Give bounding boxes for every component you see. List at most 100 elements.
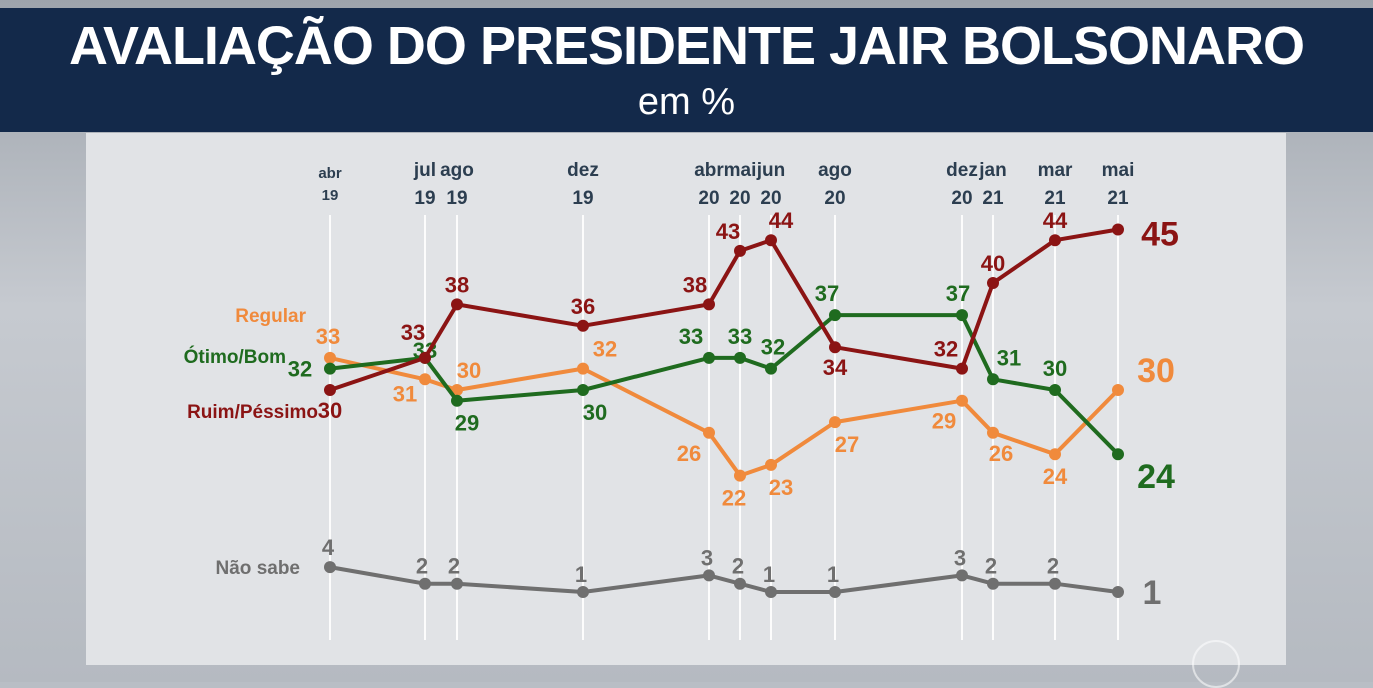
- data-label-nao-sabe-11: 1: [1143, 574, 1162, 612]
- data-point-ruim-pessimo-9: [987, 277, 999, 289]
- data-label-ruim-pessimo-11: 45: [1141, 216, 1179, 254]
- data-point-otimo-bom-6: [765, 362, 777, 375]
- data-point-regular-2: [451, 384, 463, 396]
- data-point-ruim-pessimo-2: [451, 298, 463, 311]
- data-label-nao-sabe-9: 2: [985, 554, 997, 579]
- data-point-ruim-pessimo-0: [324, 384, 336, 396]
- data-point-nao-sabe-1: [419, 577, 431, 590]
- data-point-otimo-bom-3: [577, 384, 589, 396]
- data-label-otimo-bom-4: 33: [679, 324, 703, 349]
- data-point-otimo-bom-2: [451, 394, 463, 407]
- data-label-regular-10: 24: [1043, 464, 1068, 489]
- data-label-ruim-pessimo-0: 30: [318, 398, 342, 423]
- tick-label-month-2: ago: [440, 160, 474, 181]
- data-label-ruim-pessimo-9: 40: [981, 251, 1005, 276]
- data-point-nao-sabe-9: [987, 577, 999, 590]
- data-point-regular-7: [829, 416, 841, 429]
- data-point-otimo-bom-0: [324, 362, 336, 375]
- data-point-ruim-pessimo-7: [829, 341, 841, 354]
- data-point-ruim-pessimo-6: [765, 234, 777, 247]
- data-label-nao-sabe-6: 1: [763, 562, 775, 587]
- data-label-otimo-bom-0: 32: [288, 357, 312, 382]
- data-point-regular-9: [987, 426, 999, 439]
- data-label-nao-sabe-4: 3: [701, 545, 713, 570]
- data-label-nao-sabe-10: 2: [1047, 554, 1059, 579]
- data-point-ruim-pessimo-4: [703, 298, 715, 311]
- data-point-nao-sabe-0: [324, 561, 336, 574]
- data-label-ruim-pessimo-5: 43: [716, 219, 740, 244]
- data-point-otimo-bom-9: [987, 373, 999, 386]
- data-point-regular-3: [577, 362, 589, 375]
- data-label-otimo-bom-9: 31: [997, 345, 1021, 370]
- tick-label-month-0: abr: [318, 165, 342, 182]
- data-label-otimo-bom-3: 30: [583, 400, 607, 425]
- tick-label-month-7: ago: [818, 160, 852, 181]
- data-label-ruim-pessimo-1: 33: [401, 320, 425, 345]
- data-point-regular-8: [956, 394, 968, 407]
- data-label-nao-sabe-5: 2: [732, 554, 744, 579]
- data-label-nao-sabe-2: 2: [448, 554, 460, 579]
- data-point-regular-1: [419, 373, 431, 386]
- data-point-regular-10: [1049, 448, 1061, 461]
- data-point-otimo-bom-10: [1049, 384, 1061, 396]
- tick-label-month-6: jun: [756, 160, 786, 181]
- data-point-nao-sabe-11: [1112, 586, 1124, 598]
- data-label-regular-6: 23: [769, 475, 793, 500]
- tick-label-year-7: 20: [824, 188, 845, 209]
- data-point-otimo-bom-4: [703, 351, 715, 364]
- data-point-otimo-bom-8: [956, 309, 968, 322]
- tick-label-month-11: mai: [1102, 160, 1135, 181]
- data-label-ruim-pessimo-2: 38: [445, 272, 469, 297]
- data-label-regular-9: 26: [989, 441, 1013, 466]
- data-point-otimo-bom-11: [1112, 448, 1124, 461]
- legend-label-nao-sabe: Não sabe: [216, 558, 300, 579]
- data-point-regular-5: [734, 469, 746, 482]
- page-title: AVALIAÇÃO DO PRESIDENTE JAIR BOLSONARO: [68, 16, 1305, 76]
- data-label-regular-7: 27: [835, 432, 859, 457]
- data-label-otimo-bom-11: 24: [1137, 458, 1175, 496]
- tick-label-month-3: dez: [567, 160, 599, 181]
- data-label-ruim-pessimo-6: 44: [769, 208, 794, 233]
- data-label-ruim-pessimo-3: 36: [571, 294, 595, 319]
- legend-label-regular: Regular: [235, 306, 306, 327]
- data-point-regular-6: [765, 458, 777, 471]
- data-label-regular-4: 26: [677, 441, 701, 466]
- tick-label-month-10: mar: [1038, 160, 1073, 181]
- data-point-ruim-pessimo-5: [734, 244, 746, 257]
- data-label-regular-8: 29: [932, 409, 956, 434]
- chart-panel: [86, 133, 1286, 665]
- data-label-ruim-pessimo-8: 32: [934, 337, 958, 362]
- data-point-nao-sabe-7: [829, 586, 841, 598]
- series-line-ruim-pessimo: [329, 227, 1119, 392]
- broadcaster-logo: [1192, 640, 1240, 688]
- data-point-nao-sabe-5: [734, 577, 746, 590]
- data-point-regular-11: [1112, 384, 1124, 396]
- data-label-nao-sabe-1: 2: [416, 554, 428, 579]
- data-point-nao-sabe-4: [703, 569, 715, 582]
- data-label-nao-sabe-3: 1: [575, 562, 587, 587]
- data-label-nao-sabe-0: 4: [322, 535, 335, 560]
- tick-label-month-4: abr: [694, 160, 724, 181]
- tick-label-year-10: 21: [1044, 188, 1066, 209]
- data-point-ruim-pessimo-3: [577, 319, 589, 332]
- data-label-regular-2: 30: [457, 358, 481, 383]
- data-point-ruim-pessimo-8: [956, 362, 968, 375]
- tick-label-year-6: 20: [760, 188, 781, 209]
- data-label-otimo-bom-10: 30: [1043, 356, 1067, 381]
- data-label-regular-0: 33: [316, 324, 340, 349]
- data-label-regular-5: 22: [722, 486, 746, 511]
- data-label-otimo-bom-8: 37: [946, 281, 970, 306]
- tick-label-year-0: 19: [322, 187, 339, 204]
- data-label-regular-3: 32: [593, 337, 617, 362]
- tick-label-month-9: jan: [978, 160, 1006, 181]
- data-label-ruim-pessimo-4: 38: [683, 272, 707, 297]
- data-label-regular-1: 31: [393, 381, 417, 406]
- data-label-nao-sabe-8: 3: [954, 545, 966, 570]
- data-label-ruim-pessimo-10: 44: [1043, 208, 1068, 233]
- tick-label-year-11: 21: [1107, 188, 1129, 209]
- tick-label-month-8: dez: [946, 160, 978, 181]
- data-label-otimo-bom-6: 32: [761, 335, 785, 360]
- data-point-ruim-pessimo-1: [419, 351, 431, 364]
- tick-label-year-5: 20: [729, 188, 750, 209]
- data-label-regular-11: 30: [1137, 352, 1175, 390]
